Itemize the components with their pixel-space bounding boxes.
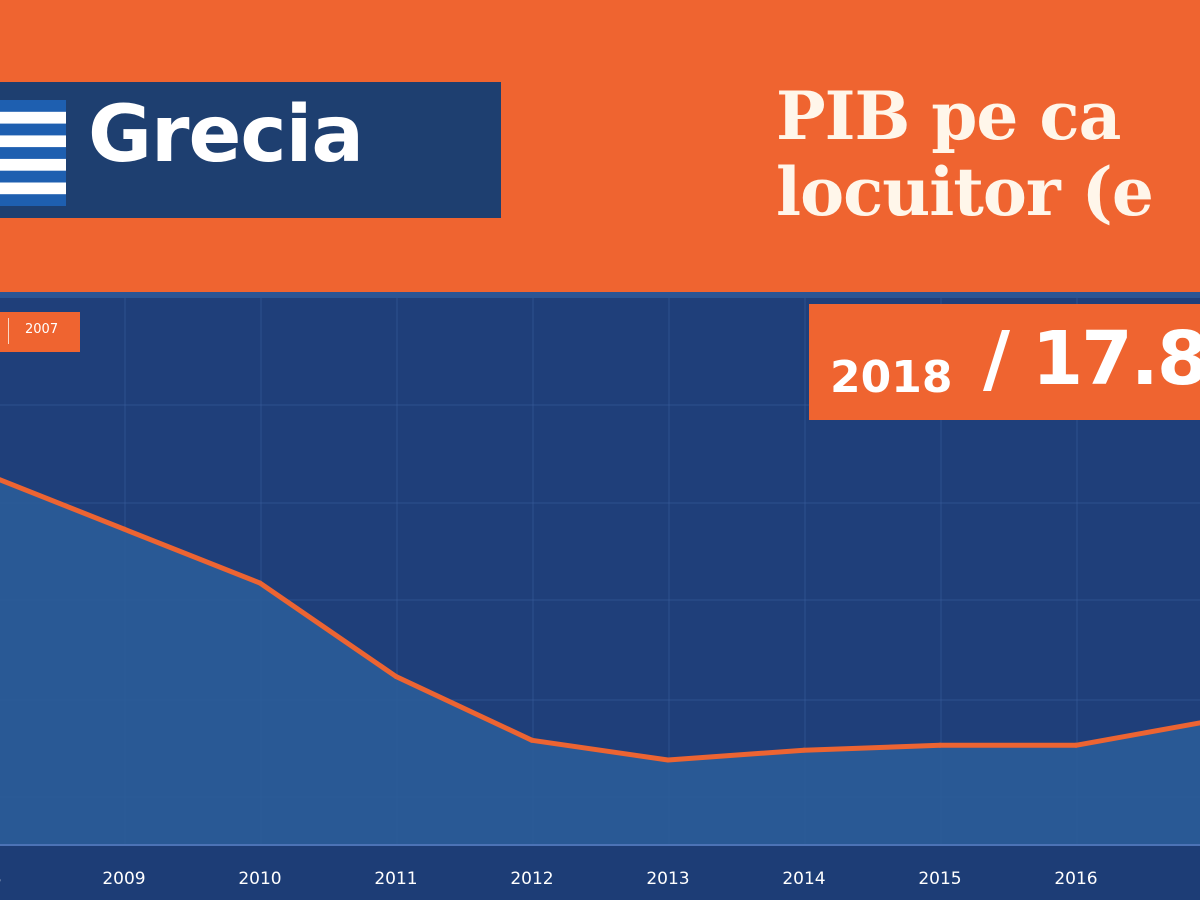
title-line-1: PIB pe ca [776,78,1121,155]
title-line-2: locuitor (e [776,153,1154,230]
x-tick-label-2010: 2010 [238,869,281,889]
highlight-box: 2018 / 17.8 [809,304,1200,420]
data-point-2016 [1073,742,1079,748]
data-point-2011 [393,674,399,679]
x-tick-label-2013: 2013 [646,869,689,889]
data-point-2012 [529,737,535,743]
x-tick-label-2011: 2011 [374,869,417,889]
data-point-2010 [257,580,263,586]
greece-flag-icon [0,100,66,206]
data-point-2015 [937,742,943,748]
highlight-year: 2018 [830,352,953,403]
x-tick-label-2015: 2015 [918,869,961,889]
data-point-2009 [121,526,127,532]
x-tick-label-2014: 2014 [782,869,825,889]
legend-separator [8,318,9,344]
x-tick-label-2012: 2012 [510,869,553,889]
x-axis-band [0,845,1200,900]
x-tick-label-8: 8 [0,869,1,889]
country-box [0,82,501,218]
legend-year: 2007 [25,322,59,337]
highlight-value: / 17.8 [983,316,1200,402]
x-tick-label-2009: 2009 [102,869,145,889]
series-line [0,477,1200,763]
legend-tag [0,312,80,352]
area-fill [0,479,1200,845]
data-point-2013 [665,757,671,763]
chart-title: PIB pe ca locuitor (e [776,78,1200,230]
data-point-2014 [801,747,807,753]
country-name: Grecia [88,90,364,180]
header-divider [0,292,1200,298]
x-tick-label-2016: 2016 [1054,869,1097,889]
